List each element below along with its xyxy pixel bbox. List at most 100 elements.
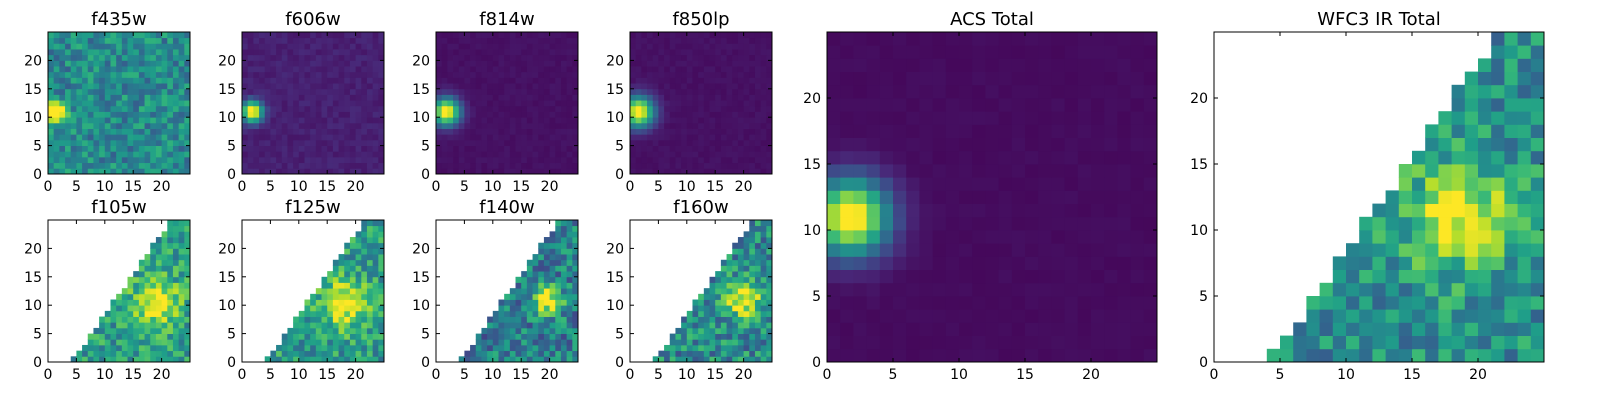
x-tick-label: 0 [44, 367, 53, 383]
heatmap-cell [161, 254, 168, 261]
heatmap-cell [167, 276, 174, 283]
heatmap-cell [652, 66, 659, 73]
heatmap-cell [150, 37, 157, 44]
heatmap-cell [355, 139, 362, 146]
heatmap-cell [766, 316, 773, 323]
heatmap-cell [349, 145, 356, 152]
heatmap-cell [1104, 58, 1118, 72]
heatmap-cell [378, 339, 385, 346]
heatmap-cell [355, 344, 362, 352]
heatmap-cell [436, 156, 443, 164]
heatmap-cell [1077, 269, 1092, 284]
heatmap-cell [1491, 98, 1505, 112]
heatmap-cell [242, 88, 249, 95]
heatmap-cell [1025, 282, 1039, 297]
heatmap-cell [658, 139, 665, 146]
heatmap-cell [1319, 309, 1334, 323]
heatmap-cell [827, 243, 841, 257]
heatmap-cell [121, 310, 128, 317]
heatmap-cell [641, 139, 648, 146]
heatmap-cell [270, 350, 277, 357]
heatmap-cell [840, 111, 854, 125]
heatmap-cell [853, 32, 867, 46]
heatmap-cell [572, 111, 579, 118]
heatmap-cell [526, 139, 533, 146]
heatmap-cell [65, 71, 72, 78]
heatmap-cell [1130, 216, 1145, 231]
heatmap-cell [675, 54, 682, 61]
heatmap-cell [1530, 296, 1545, 310]
heatmap-cell [560, 32, 568, 39]
heatmap-cell [104, 94, 111, 101]
heatmap-cell [737, 128, 744, 135]
heatmap-cell [453, 60, 460, 67]
heatmap-cell [538, 299, 545, 306]
heatmap-cell [532, 105, 539, 112]
heatmap-cell [48, 60, 55, 67]
heatmap-cell [766, 344, 773, 352]
heatmap-cell [298, 60, 305, 67]
heatmap-cell [1425, 230, 1439, 244]
heatmap-cell [703, 356, 710, 363]
heatmap-cell [698, 168, 705, 175]
heatmap-cell [840, 282, 854, 297]
heatmap-cell [470, 151, 477, 158]
heatmap-cell [1143, 111, 1158, 125]
heatmap-cell [184, 105, 191, 112]
heatmap-cell [543, 111, 550, 118]
heatmap-cell [664, 122, 671, 129]
heatmap-cell [509, 88, 516, 95]
heatmap-cell [760, 231, 767, 238]
heatmap-cell [1025, 296, 1039, 310]
heatmap-cell [526, 310, 533, 317]
heatmap-cell [1077, 322, 1092, 336]
heatmap-cell [732, 327, 739, 334]
heatmap-cell [65, 117, 72, 124]
heatmap-cell [543, 94, 550, 101]
heatmap-cell [1398, 164, 1413, 178]
heatmap-cell [304, 88, 311, 95]
heatmap-cell [458, 168, 465, 175]
heatmap-cell [150, 288, 157, 295]
heatmap-cell [178, 350, 185, 357]
heatmap-cell [560, 327, 568, 334]
heatmap-cell [743, 248, 750, 255]
heatmap-cell [853, 177, 867, 191]
heatmap-cell [566, 225, 573, 232]
heatmap-cell [293, 134, 300, 141]
heatmap-cell [436, 83, 443, 90]
heatmap-cell [555, 327, 562, 334]
heatmap-cell [538, 288, 545, 295]
heatmap-cell [366, 288, 374, 295]
heatmap-cell [698, 77, 705, 84]
heatmap-cell [532, 83, 539, 90]
heatmap-cell [1293, 348, 1307, 363]
heatmap-cell [572, 77, 579, 84]
heatmap-cell [293, 151, 300, 158]
heatmap-cell [906, 71, 920, 86]
heatmap-cell [521, 288, 528, 295]
heatmap-cell [184, 111, 191, 118]
heatmap-cell [59, 54, 66, 61]
heatmap-cell [441, 43, 448, 50]
heatmap-cell [1451, 256, 1466, 270]
heatmap-cell [1412, 177, 1426, 191]
heatmap-cell [366, 248, 374, 255]
y-tick-label: 20 [412, 53, 430, 69]
heatmap-cell [492, 168, 499, 175]
heatmap-cell [1091, 111, 1105, 125]
heatmap-cell [985, 137, 999, 152]
heatmap-cell [647, 111, 654, 118]
heatmap-cell [475, 128, 482, 135]
heatmap-cell [366, 111, 374, 118]
heatmap-cell [549, 288, 556, 295]
heatmap-cell [1130, 309, 1145, 323]
heatmap-cell [715, 83, 722, 90]
heatmap-cell [566, 305, 573, 312]
heatmap-cell [59, 88, 66, 95]
heatmap-cell [133, 145, 140, 152]
heatmap-cell [293, 66, 300, 73]
heatmap-cell [82, 77, 89, 84]
heatmap-cell [253, 49, 260, 56]
heatmap-cell [766, 356, 773, 363]
